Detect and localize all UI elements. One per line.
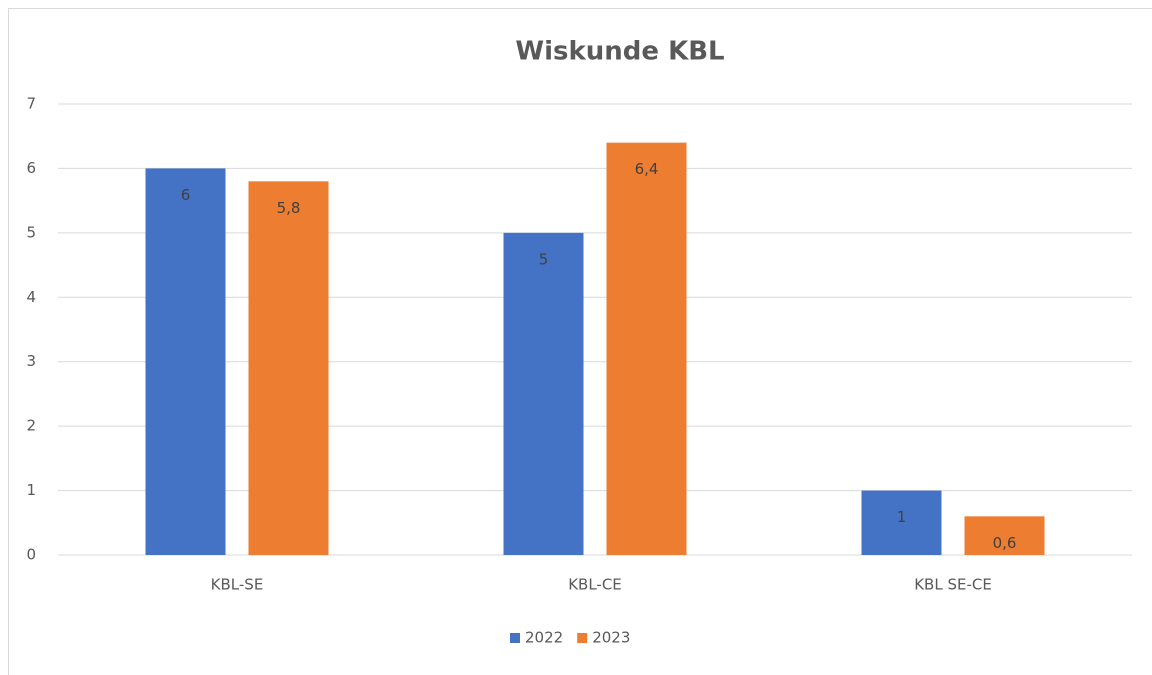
bar (606, 142, 687, 555)
legend-swatch (510, 633, 520, 643)
x-tick-label: KBL SE-CE (914, 576, 992, 594)
data-label: 6,4 (635, 160, 659, 178)
bar (861, 490, 942, 555)
bar (503, 232, 584, 555)
legend-label: 2022 (525, 629, 563, 647)
legend-swatch (577, 633, 588, 643)
bar (248, 181, 329, 556)
y-tick-label: 6 (26, 159, 36, 177)
y-tick-label: 4 (26, 288, 36, 306)
x-tick-label: KBL-CE (568, 576, 622, 594)
data-label: 0,6 (993, 534, 1017, 552)
y-tick-label: 5 (26, 223, 36, 241)
y-tick-label: 3 (26, 352, 36, 370)
y-tick-label: 0 (26, 546, 36, 564)
y-tick-label: 1 (26, 481, 36, 499)
data-label: 5 (539, 250, 549, 268)
x-tick-label: KBL-SE (211, 576, 264, 594)
legend-label: 2023 (592, 629, 630, 647)
bar (145, 168, 226, 555)
y-tick-label: 2 (26, 417, 36, 435)
y-tick-label: 7 (26, 95, 36, 113)
chart-title: Wiskunde KBL (515, 37, 724, 67)
data-label: 5,8 (277, 199, 301, 217)
data-label: 6 (181, 186, 191, 204)
data-label: 1 (897, 508, 907, 526)
bar (964, 516, 1045, 555)
